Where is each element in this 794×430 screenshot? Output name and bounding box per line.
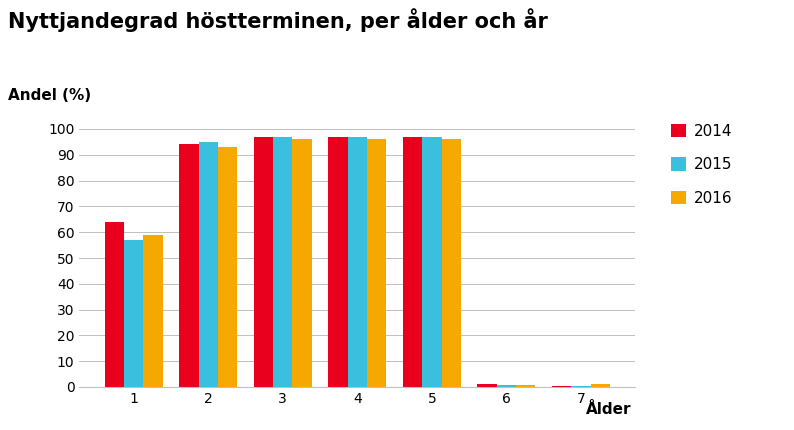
Bar xyxy=(516,385,535,387)
Bar xyxy=(441,139,461,387)
Bar xyxy=(422,137,441,387)
Bar xyxy=(124,240,144,387)
Bar xyxy=(179,144,198,387)
Bar xyxy=(105,222,124,387)
Bar xyxy=(292,139,312,387)
Legend: 2014, 2015, 2016: 2014, 2015, 2016 xyxy=(671,124,732,206)
Bar xyxy=(477,384,497,387)
Bar xyxy=(591,384,610,387)
Bar xyxy=(254,137,273,387)
Bar xyxy=(328,137,348,387)
Bar xyxy=(571,386,591,387)
Text: Andel (%): Andel (%) xyxy=(8,88,91,103)
Text: Nyttjandegrad höstterminen, per ålder och år: Nyttjandegrad höstterminen, per ålder oc… xyxy=(8,9,548,32)
Bar xyxy=(348,137,367,387)
Bar xyxy=(367,139,387,387)
Bar xyxy=(552,386,571,387)
Bar xyxy=(497,385,516,387)
Bar xyxy=(273,137,292,387)
Bar xyxy=(198,142,218,387)
Text: Ålder: Ålder xyxy=(586,402,631,417)
Bar xyxy=(403,137,422,387)
Bar xyxy=(218,147,237,387)
Bar xyxy=(144,235,163,387)
